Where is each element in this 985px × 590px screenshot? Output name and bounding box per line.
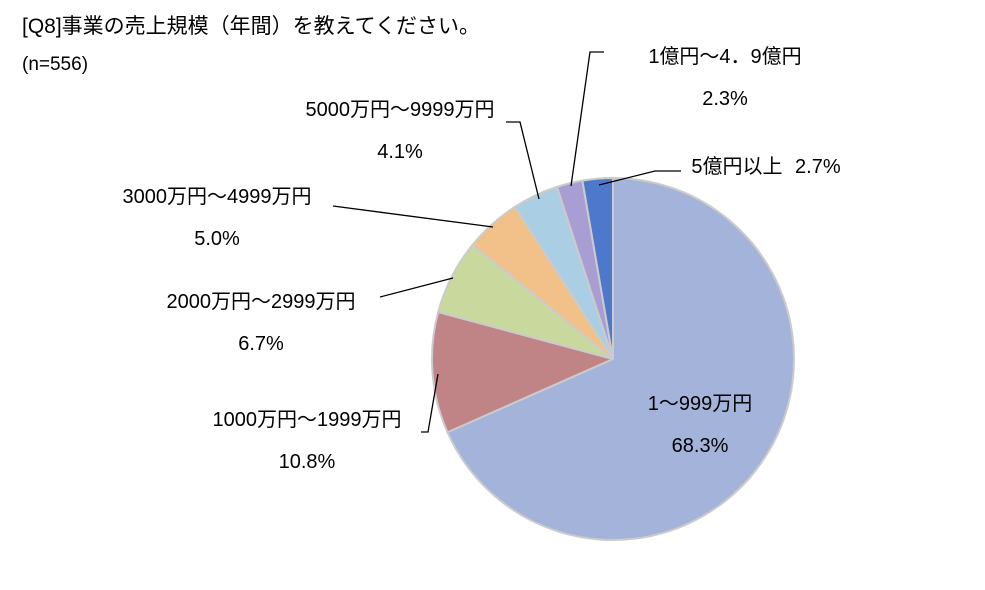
slice-label-2000-2999man: 2000万円～2999万円 6.7% xyxy=(167,281,356,365)
slice-value-text: 4.1% xyxy=(377,141,423,163)
slice-label-text: 2000万円～2999万円 xyxy=(166,291,356,313)
slice-label-text: 5億円以上 xyxy=(691,156,783,178)
leader-line-2 xyxy=(332,205,494,228)
leader-lines xyxy=(332,51,681,433)
slice-label-5oku-ijou: 5億円以上 2.7% xyxy=(691,146,840,188)
pie xyxy=(431,176,795,541)
pie-slice-1 xyxy=(431,311,614,434)
slice-label-3000-4999man: 3000万円～4999万円 5.0% xyxy=(123,176,312,260)
slice-label-text: 1～999万円 xyxy=(647,393,753,415)
leader-line-0 xyxy=(421,373,439,433)
slice-value-text: 68.3% xyxy=(671,435,729,457)
chart-title: [Q8]事業の売上規模（年間）を教えてください。 xyxy=(22,15,481,38)
slice-label-text: 3000万円～4999万円 xyxy=(122,186,312,208)
slice-value-text: 10.8% xyxy=(278,451,336,473)
slice-value-text: 6.7% xyxy=(238,333,284,355)
slice-value-text: 2.3% xyxy=(702,88,748,110)
pie-slice-0 xyxy=(446,177,795,541)
slice-label-text: 5000万円～9999万円 xyxy=(305,99,495,121)
slice-label-text: 1000万円～1999万円 xyxy=(212,409,402,431)
slice-value-text: 2.7% xyxy=(795,156,841,178)
slice-label-text: 1億円～4．9億円 xyxy=(648,46,802,68)
slice-label-1-999man: 1～999万円 68.3% xyxy=(648,383,753,467)
leader-line-3 xyxy=(506,121,540,200)
leader-line-1 xyxy=(379,277,454,298)
slice-value-text: 5.0% xyxy=(194,228,240,250)
leader-line-4 xyxy=(570,51,604,187)
slice-label-5000-9999man: 5000万円～9999万円 4.1% xyxy=(306,89,495,173)
leader-line-5 xyxy=(598,170,681,186)
sample-size-note: (n=556) xyxy=(22,54,89,75)
slice-label-1oku-4-9oku: 1億円～4．9億円 2.3% xyxy=(648,36,801,120)
pie-slice-6 xyxy=(581,176,614,360)
slice-label-1000-1999man: 1000万円～1999万円 10.8% xyxy=(213,399,402,483)
